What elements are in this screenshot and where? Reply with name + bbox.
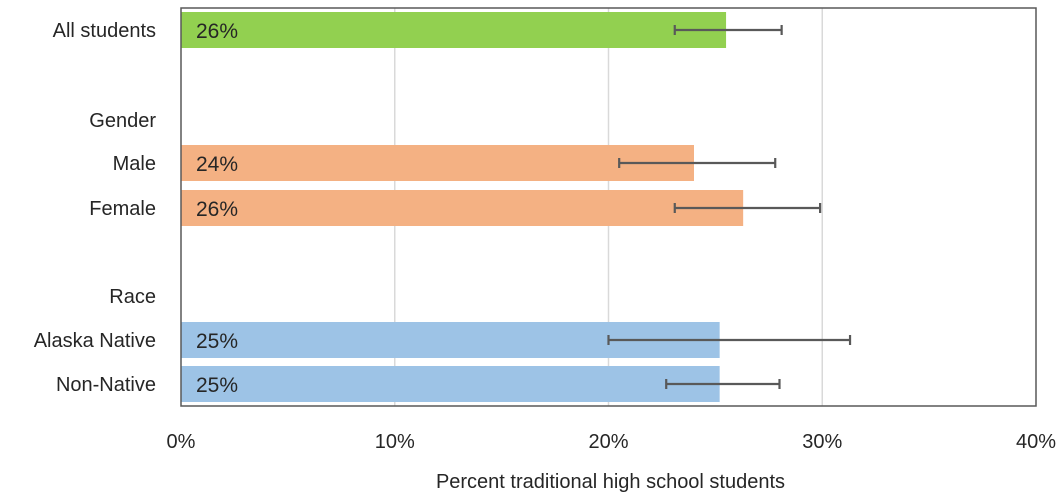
bar bbox=[181, 12, 727, 48]
group-header-label: Race bbox=[109, 286, 156, 308]
data-labels: 26% 24% 26% 25% 25% bbox=[196, 20, 238, 397]
category-label: Non-Native bbox=[56, 374, 156, 396]
plot-area-frame bbox=[180, 7, 1037, 407]
x-tick-label: 10% bbox=[375, 431, 415, 453]
category-labels: All students Gender Male Female Race Alaska N… bbox=[34, 20, 157, 396]
error-bars bbox=[607, 25, 852, 389]
group-header-label: Gender bbox=[89, 110, 156, 132]
bars bbox=[181, 12, 744, 402]
data-label: 25% bbox=[196, 374, 238, 397]
data-label: 24% bbox=[196, 153, 238, 176]
category-label: Alaska Native bbox=[34, 330, 156, 352]
x-tick-label: 20% bbox=[588, 431, 628, 453]
category-label: Male bbox=[113, 153, 156, 175]
category-label: Female bbox=[89, 198, 156, 220]
x-tick-label: 40% bbox=[1016, 431, 1056, 453]
data-label: 25% bbox=[196, 330, 238, 353]
bar bbox=[181, 190, 744, 226]
bar bbox=[181, 366, 720, 402]
category-label: All students bbox=[53, 20, 156, 42]
data-label: 26% bbox=[196, 20, 238, 43]
x-axis-title: Percent traditional high school students bbox=[436, 471, 785, 493]
data-label: 26% bbox=[196, 198, 238, 221]
bar bbox=[181, 145, 694, 181]
x-tick-label: 30% bbox=[802, 431, 842, 453]
x-tick-labels: 0% 10% 20% 30% 40% bbox=[167, 431, 1057, 453]
x-tick-label: 0% bbox=[167, 431, 196, 453]
